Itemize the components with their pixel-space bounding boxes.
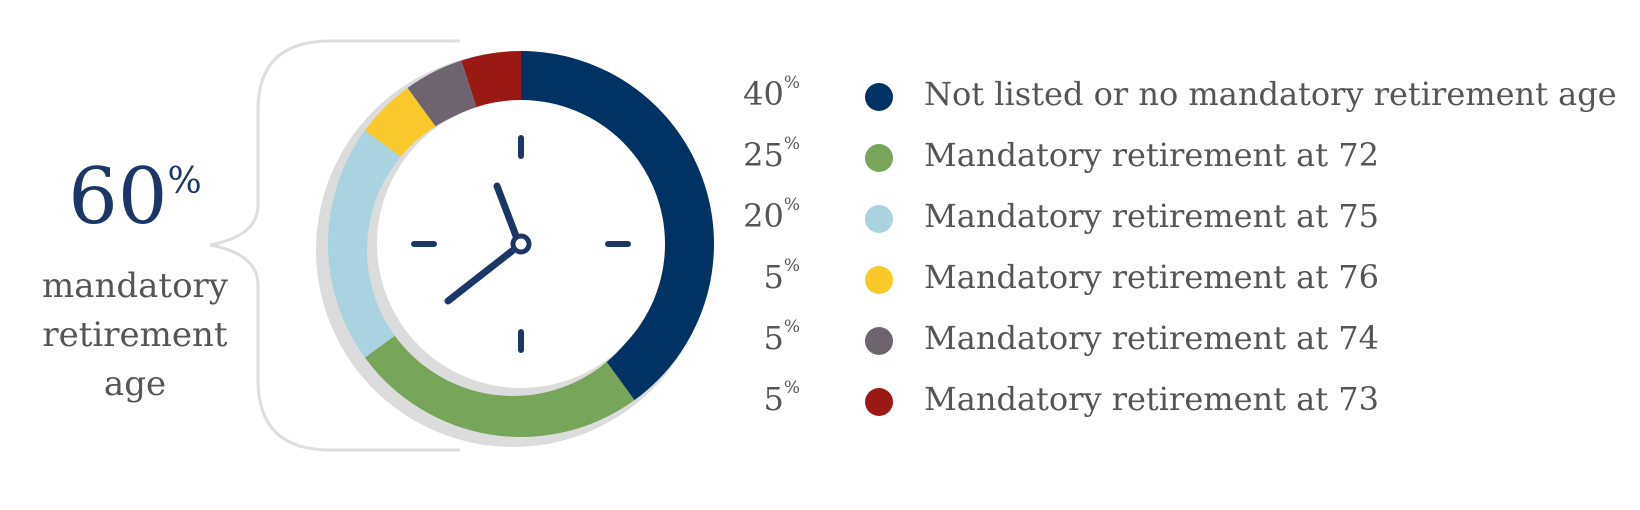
legend-value-suffix: % <box>783 317 800 337</box>
legend-value-number: 25 <box>743 136 784 174</box>
legend-label: Mandatory retirement at 76 <box>924 258 1379 296</box>
legend-value-number: 5 <box>763 258 784 296</box>
legend-swatch <box>865 388 893 416</box>
legend-value-suffix: % <box>783 378 800 398</box>
legend-value-suffix: % <box>783 134 800 154</box>
legend-value: 5% <box>730 380 800 418</box>
callout-suffix: % <box>167 161 202 202</box>
legend-swatch <box>865 266 893 294</box>
legend-swatch <box>865 327 893 355</box>
legend-value: 20% <box>730 197 800 235</box>
callout-value: 60 <box>68 152 168 242</box>
callout-label-line-1: mandatory <box>41 266 229 306</box>
legend-value-suffix: % <box>783 195 800 215</box>
legend-value-number: 5 <box>763 380 784 418</box>
curly-brace-icon <box>209 39 460 452</box>
legend-swatch <box>865 83 893 111</box>
clock-hub <box>510 233 532 255</box>
clock-icon <box>411 135 631 353</box>
callout-percentage: 60% <box>30 158 240 236</box>
legend-value: 5% <box>730 258 800 296</box>
legend-label: Mandatory retirement at 74 <box>924 319 1379 357</box>
clock-hour-hand <box>493 182 520 240</box>
callout-label-line-3: age <box>103 364 167 404</box>
legend-label: Not listed or no mandatory retirement ag… <box>924 75 1617 113</box>
legend-value-suffix: % <box>783 73 800 93</box>
legend-value: 25% <box>730 136 800 174</box>
clock-minute-hand <box>444 247 516 305</box>
callout-label-line-2: retirement <box>42 315 228 355</box>
callout-label: mandatory retirement age <box>10 262 260 409</box>
legend-value-number: 5 <box>763 319 784 357</box>
legend-value-suffix: % <box>783 256 800 276</box>
legend-swatch <box>865 144 893 172</box>
legend-label: Mandatory retirement at 75 <box>924 197 1379 235</box>
legend-value-number: 40 <box>743 75 784 113</box>
legend-value: 5% <box>730 319 800 357</box>
legend-value: 40% <box>730 75 800 113</box>
legend-label: Mandatory retirement at 72 <box>924 136 1379 174</box>
donut-slice-1 <box>521 51 715 401</box>
legend-label: Mandatory retirement at 73 <box>924 380 1379 418</box>
legend-swatch <box>865 205 893 233</box>
legend-value-number: 20 <box>743 197 784 235</box>
